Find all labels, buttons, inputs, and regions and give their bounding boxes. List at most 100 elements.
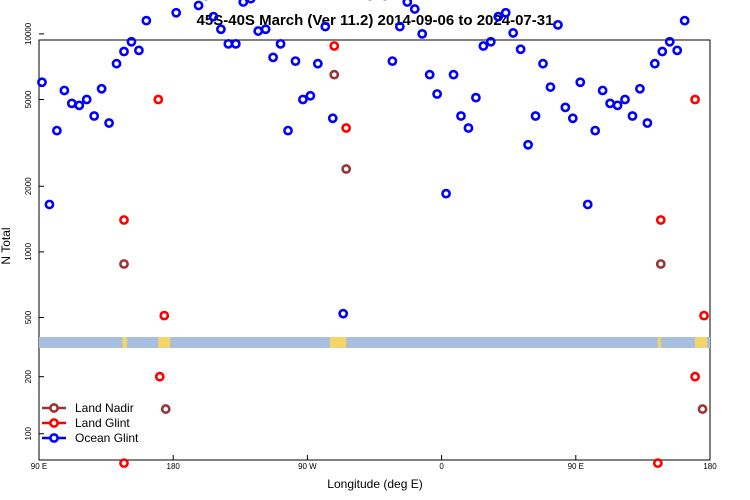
ocean-glint-point (338, 308, 349, 319)
ocean-glint-point (530, 111, 541, 121)
ocean-glint-point (553, 19, 563, 30)
ocean-glint-point (66, 98, 77, 109)
y-tick-label: 5000 (24, 90, 33, 108)
land-glint-point (329, 41, 340, 51)
ocean-glint-point (424, 69, 435, 80)
ocean-glint-point (567, 113, 578, 124)
x-tick-label: 90 E (31, 462, 47, 471)
ocean-glint-point (223, 38, 234, 49)
y-axis: 1002005001000200050001000020000 (24, 22, 44, 440)
ocean-glint-point (208, 11, 219, 22)
legend-marker-ocean-glint (49, 433, 59, 443)
ocean-glint-point (387, 56, 398, 67)
x-axis-label: Longitude (deg E) (327, 477, 422, 491)
land-glint-point (153, 94, 164, 105)
land-glint-point (341, 123, 352, 133)
legend-label-ocean-glint: Ocean Glint (75, 431, 139, 445)
ocean-glint-point (238, 0, 249, 7)
ocean-glint-point (298, 94, 308, 105)
ocean-glint-point (260, 24, 271, 35)
ocean-glint-point (605, 98, 615, 109)
ocean-glint-point (96, 83, 107, 94)
band-land-segment (122, 337, 127, 348)
ocean-glint-point (394, 21, 405, 32)
band-land-segments (122, 337, 708, 348)
ocean-glint-point (290, 56, 301, 67)
x-tick-label: 90 W (298, 462, 317, 471)
ocean-glint-point (508, 28, 519, 38)
ocean-glint-point (89, 111, 100, 121)
ocean-glint-point (485, 36, 496, 47)
ocean-glint-point (470, 92, 481, 103)
ocean-glint-point (111, 58, 122, 69)
ocean-glint-point (253, 26, 264, 36)
ocean-glint-point (409, 4, 420, 14)
plot-area (38, 39, 711, 461)
y-tick-label: 10000 (24, 22, 33, 45)
ocean-glint-point (441, 188, 451, 199)
ocean-glint-point (560, 102, 571, 113)
ocean-glint-point (612, 100, 623, 111)
ocean-glint-point (545, 82, 556, 92)
x-axis: 90 E 180 90 W 0 90 E 180 (31, 455, 717, 471)
legend-marker-land-nadir (49, 403, 59, 413)
land-glint-point (655, 215, 666, 225)
ocean-glint-point (657, 46, 668, 57)
land-glint-point (154, 371, 165, 382)
ocean-glint-point (59, 85, 70, 96)
ocean-glint-point (456, 111, 466, 121)
ocean-glint-point (74, 100, 85, 111)
land-glint-point (652, 458, 663, 469)
ocean-glint-point (417, 28, 428, 39)
band-land-segment (158, 337, 171, 348)
land-nadir-point (119, 259, 129, 269)
ocean-glint-point (620, 94, 630, 105)
y-tick-label: 1000 (24, 242, 33, 260)
surface-band (39, 337, 710, 348)
land-glint-point (690, 94, 700, 105)
ocean-glint-point (230, 38, 241, 49)
ocean-glint-point (320, 21, 331, 32)
y-axis-label: N Total (0, 227, 13, 264)
x-tick-label: 180 (167, 462, 181, 471)
plot-frame (38, 39, 711, 461)
ocean-glint-point (448, 69, 459, 80)
ocean-glint-point (126, 36, 137, 47)
ocean-glint-point (44, 199, 55, 210)
legend-label-land-glint: Land Glint (75, 416, 130, 430)
land-nadir-point (329, 69, 340, 80)
land-glint-point (119, 215, 129, 225)
land-nadir-point (655, 259, 666, 269)
ocean-glint-point (627, 111, 638, 121)
ocean-glint-point (51, 125, 62, 136)
land-glint-point (159, 310, 170, 321)
band-land-segment (695, 337, 708, 348)
land-nadir-point (697, 404, 708, 414)
ocean-glint-point (649, 58, 660, 69)
ocean-glint-point (664, 36, 675, 47)
ocean-glint-point (432, 89, 443, 99)
band-land-segment (329, 337, 347, 348)
y-tick-label: 500 (24, 310, 33, 324)
data-points (37, 0, 709, 469)
ocean-glint-point (283, 125, 293, 136)
ocean-glint-point (582, 199, 593, 210)
land-glint-point (690, 371, 700, 382)
ocean-glint-point (642, 118, 653, 128)
ocean-glint-point (575, 77, 586, 88)
land-nadir-point (160, 404, 171, 414)
chart-title: 45S-40S March (Ver 11.2) 2014-09-06 to 2… (197, 12, 554, 29)
land-glint-point (699, 310, 709, 321)
ocean-glint-point (134, 45, 144, 56)
ocean-glint-point (216, 24, 226, 35)
ocean-glint-point (305, 90, 316, 101)
x-tick-label: 180 (703, 462, 717, 471)
ocean-glint-point (193, 0, 204, 11)
x-tick-label: 90 E (568, 462, 584, 471)
x-tick-label: 0 (439, 462, 444, 471)
ocean-glint-point (538, 58, 548, 69)
ocean-glint-point (81, 94, 92, 105)
ocean-glint-point (104, 118, 114, 128)
ocean-glint-point (515, 44, 526, 55)
